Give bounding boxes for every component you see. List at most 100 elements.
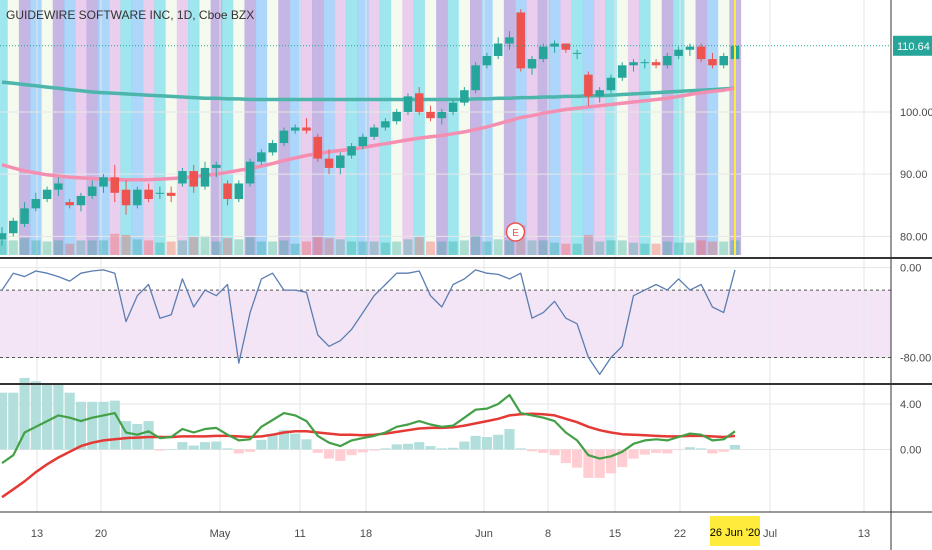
macd-histogram-bar — [75, 401, 87, 450]
price-tick-label: 100.00 — [900, 107, 932, 119]
background-stripe — [267, 0, 279, 255]
macd-histogram-bar — [414, 442, 425, 450]
candle-body — [245, 161, 255, 184]
candle-body — [369, 127, 379, 137]
macd-histogram-bar — [290, 433, 301, 450]
volume-bar — [448, 241, 458, 255]
background-stripe — [0, 0, 9, 255]
volume-bar — [685, 242, 695, 255]
macd-histogram-bar — [605, 449, 617, 474]
macd-histogram-bar — [662, 449, 673, 454]
earnings-marker — [505, 222, 526, 242]
oscillator-line — [1, 269, 736, 376]
volume-bar — [166, 241, 176, 255]
candle-body — [54, 183, 63, 190]
background-stripe — [334, 0, 347, 255]
macd-histogram-bar — [312, 449, 323, 453]
macd-histogram-bar — [504, 429, 515, 450]
background-stripe — [571, 0, 584, 255]
macd-histogram-bar — [87, 401, 98, 450]
macd-tick-label: 4.00 — [900, 399, 921, 411]
candle-body — [0, 233, 7, 240]
background-stripe — [661, 0, 674, 255]
candle-body — [381, 121, 390, 128]
macd-histogram-bar — [391, 444, 402, 450]
volume-bar — [0, 240, 7, 255]
background-stripe — [515, 0, 527, 255]
candle-body — [696, 46, 706, 60]
macd-histogram-bar — [143, 421, 154, 450]
candle-body — [324, 158, 334, 168]
background-stripe — [582, 0, 595, 255]
macd-line — [1, 393, 736, 465]
background-stripe — [548, 0, 561, 255]
macd-histogram-bar — [346, 449, 357, 456]
volume-bar — [550, 242, 560, 255]
x-tick-label: 18 — [360, 528, 372, 540]
volume-bar — [110, 233, 120, 255]
background-stripe — [424, 0, 437, 255]
macd-histogram-bar — [233, 449, 244, 454]
x-tick-label: 8 — [545, 528, 551, 540]
candle-body — [200, 167, 210, 187]
candle-body — [572, 52, 582, 54]
volume-bar — [369, 241, 379, 255]
candle-body — [257, 152, 266, 162]
x-tick-label: Jun — [475, 528, 493, 540]
background-stripe — [503, 0, 516, 255]
candle-body — [8, 220, 18, 234]
volume-bar — [20, 238, 30, 255]
background-stripe — [131, 0, 144, 255]
macd-histogram-bar — [650, 449, 662, 453]
macd-histogram-bar — [470, 435, 481, 450]
candle-body — [437, 111, 447, 119]
background-stripe — [30, 0, 42, 255]
candle-body — [313, 136, 323, 159]
macd-histogram-bar — [199, 442, 211, 450]
candle-body — [663, 55, 672, 66]
candle-body — [65, 202, 74, 206]
macd-histogram-bar — [166, 449, 177, 450]
volume-bar — [313, 237, 323, 255]
macd-histogram-bar — [323, 449, 335, 459]
background-stripe — [188, 0, 200, 255]
background-stripe — [210, 0, 223, 255]
current-date-label: 26 Jun '20 — [710, 527, 760, 539]
macd-histogram-bar — [0, 392, 8, 450]
volume-bar — [493, 239, 503, 255]
macd-histogram-bar — [120, 421, 132, 450]
candle-body — [505, 37, 514, 44]
candle-body — [403, 96, 413, 112]
volume-bar — [426, 241, 436, 255]
macd-histogram-bar — [30, 381, 41, 450]
background-stripe — [469, 0, 482, 255]
volume-bar — [301, 241, 311, 255]
candle-body — [719, 55, 729, 66]
background-stripe — [345, 0, 358, 255]
background-stripe — [413, 0, 426, 255]
x-tick-label: 15 — [609, 528, 621, 540]
volume-bar — [482, 241, 492, 255]
price-tick-label: 80.00 — [900, 231, 928, 243]
volume-bar — [459, 240, 469, 255]
candle-body — [223, 183, 232, 200]
volume-bar — [392, 241, 402, 255]
macd-histogram-bar — [402, 443, 414, 450]
candle-body — [651, 62, 661, 66]
macd-histogram-bar — [109, 400, 120, 450]
volume-bar — [674, 242, 684, 255]
candle-body — [211, 164, 221, 168]
overlay-marks: E — [0, 0, 891, 255]
background-stripe — [526, 0, 539, 255]
macd-histogram-bar — [188, 445, 199, 450]
macd-histogram-bar — [549, 449, 560, 456]
volume-bar — [617, 240, 627, 255]
volume-bar — [561, 243, 571, 255]
volume-bar — [290, 243, 300, 255]
macd-histogram-bar — [493, 434, 504, 450]
macd-histogram-bar — [696, 448, 707, 450]
background-stripe — [255, 0, 268, 255]
candle-body — [595, 90, 604, 97]
macd-histogram-bar — [19, 377, 30, 450]
macd-signal-line — [1, 412, 736, 499]
